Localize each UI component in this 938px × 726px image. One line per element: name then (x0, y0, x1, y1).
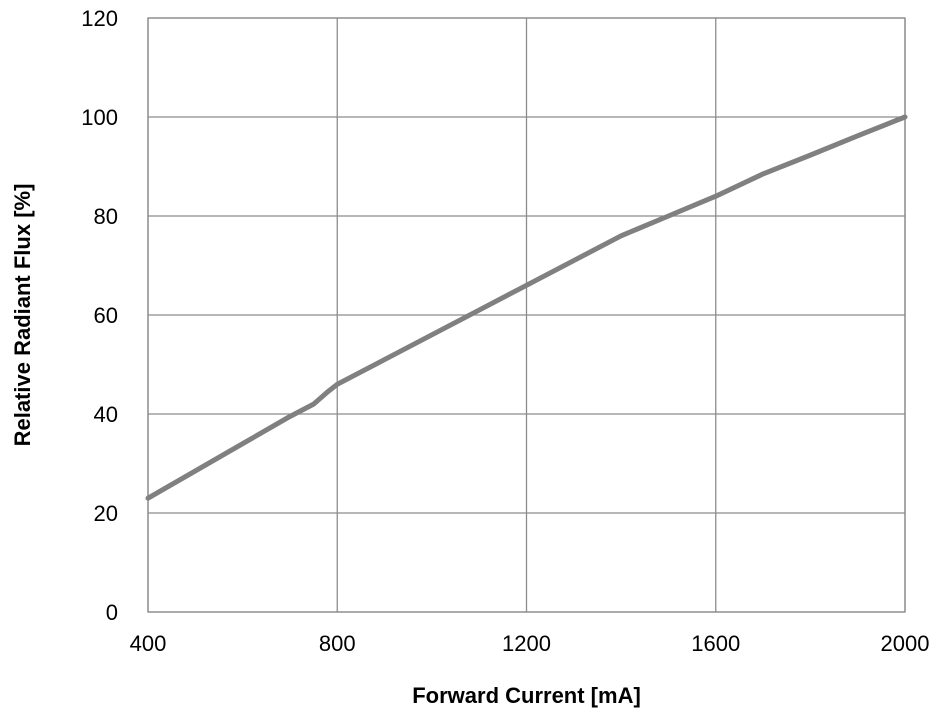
x-axis-title: Forward Current [mA] (412, 683, 641, 708)
x-tick-label: 400 (130, 631, 167, 656)
plot-area-frame (147, 17, 906, 613)
x-tick-label: 1200 (502, 631, 551, 656)
y-tick-label: 60 (94, 303, 118, 328)
series-line (145, 114, 908, 501)
series-layer (145, 114, 908, 501)
y-tick-label: 120 (81, 6, 118, 31)
y-tick-label: 40 (94, 402, 118, 427)
y-tick-label: 0 (106, 600, 118, 625)
grid (147, 17, 906, 613)
x-tick-label: 2000 (881, 631, 930, 656)
x-axis-ticks: 400 800 1200 1600 2000 (130, 631, 930, 656)
y-tick-label: 80 (94, 204, 118, 229)
x-tick-label: 1600 (691, 631, 740, 656)
y-tick-label: 100 (81, 105, 118, 130)
y-axis-title: Relative Radiant Flux [%] (10, 184, 35, 447)
y-tick-label: 20 (94, 501, 118, 526)
x-tick-label: 800 (319, 631, 356, 656)
y-axis-ticks: 0 20 40 60 80 100 120 (81, 6, 118, 625)
